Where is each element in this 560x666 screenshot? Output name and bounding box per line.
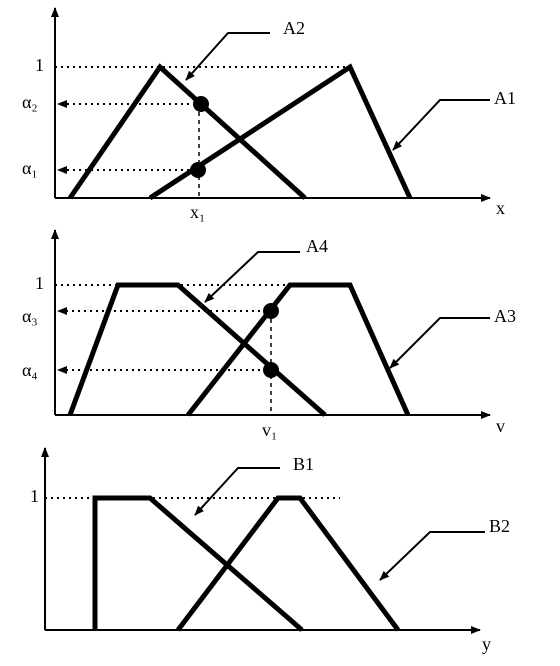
intersection: [263, 303, 279, 319]
panel-3: B1 B2 1 y: [30, 447, 510, 654]
alpha-label: α₃: [22, 306, 38, 326]
pointer: [392, 99, 490, 151]
intersection: [193, 96, 209, 112]
axis-label: v: [496, 416, 505, 436]
pointer: [389, 317, 490, 369]
set-a3: [186, 282, 411, 417]
axis-label: x: [496, 198, 505, 218]
set-b1: [92, 495, 304, 632]
set-label: A2: [283, 18, 305, 38]
set-a1: [148, 63, 413, 201]
one-label: 1: [35, 55, 44, 75]
one-label: 1: [30, 486, 39, 506]
set-a4: [67, 282, 327, 417]
pointer: [379, 531, 485, 581]
alpha-label: α₁: [22, 158, 38, 178]
set-label: B2: [489, 516, 510, 536]
intersection: [263, 362, 279, 378]
set-b2: [176, 495, 401, 632]
pointer: [194, 467, 280, 516]
point-label: x₁: [190, 202, 205, 222]
one-label: 1: [35, 273, 44, 293]
set-label: B1: [293, 454, 314, 474]
set-label: A3: [494, 306, 516, 326]
pointer: [185, 32, 270, 81]
pointer: [204, 251, 300, 303]
point-label: v₁: [262, 420, 277, 440]
alpha-label: α₄: [22, 360, 38, 380]
set-label: A1: [494, 88, 516, 108]
set-label: A4: [306, 236, 328, 256]
intersection: [190, 162, 206, 178]
panel-1: A2 A1 1 α₂ α₁ x₁ x: [22, 7, 516, 222]
axis-label: y: [482, 634, 491, 654]
alpha-label: α₂: [22, 92, 38, 112]
set-a2: [67, 63, 307, 200]
panel-2: A4 A3 1 α₃ α₄ v₁ v: [22, 229, 516, 440]
